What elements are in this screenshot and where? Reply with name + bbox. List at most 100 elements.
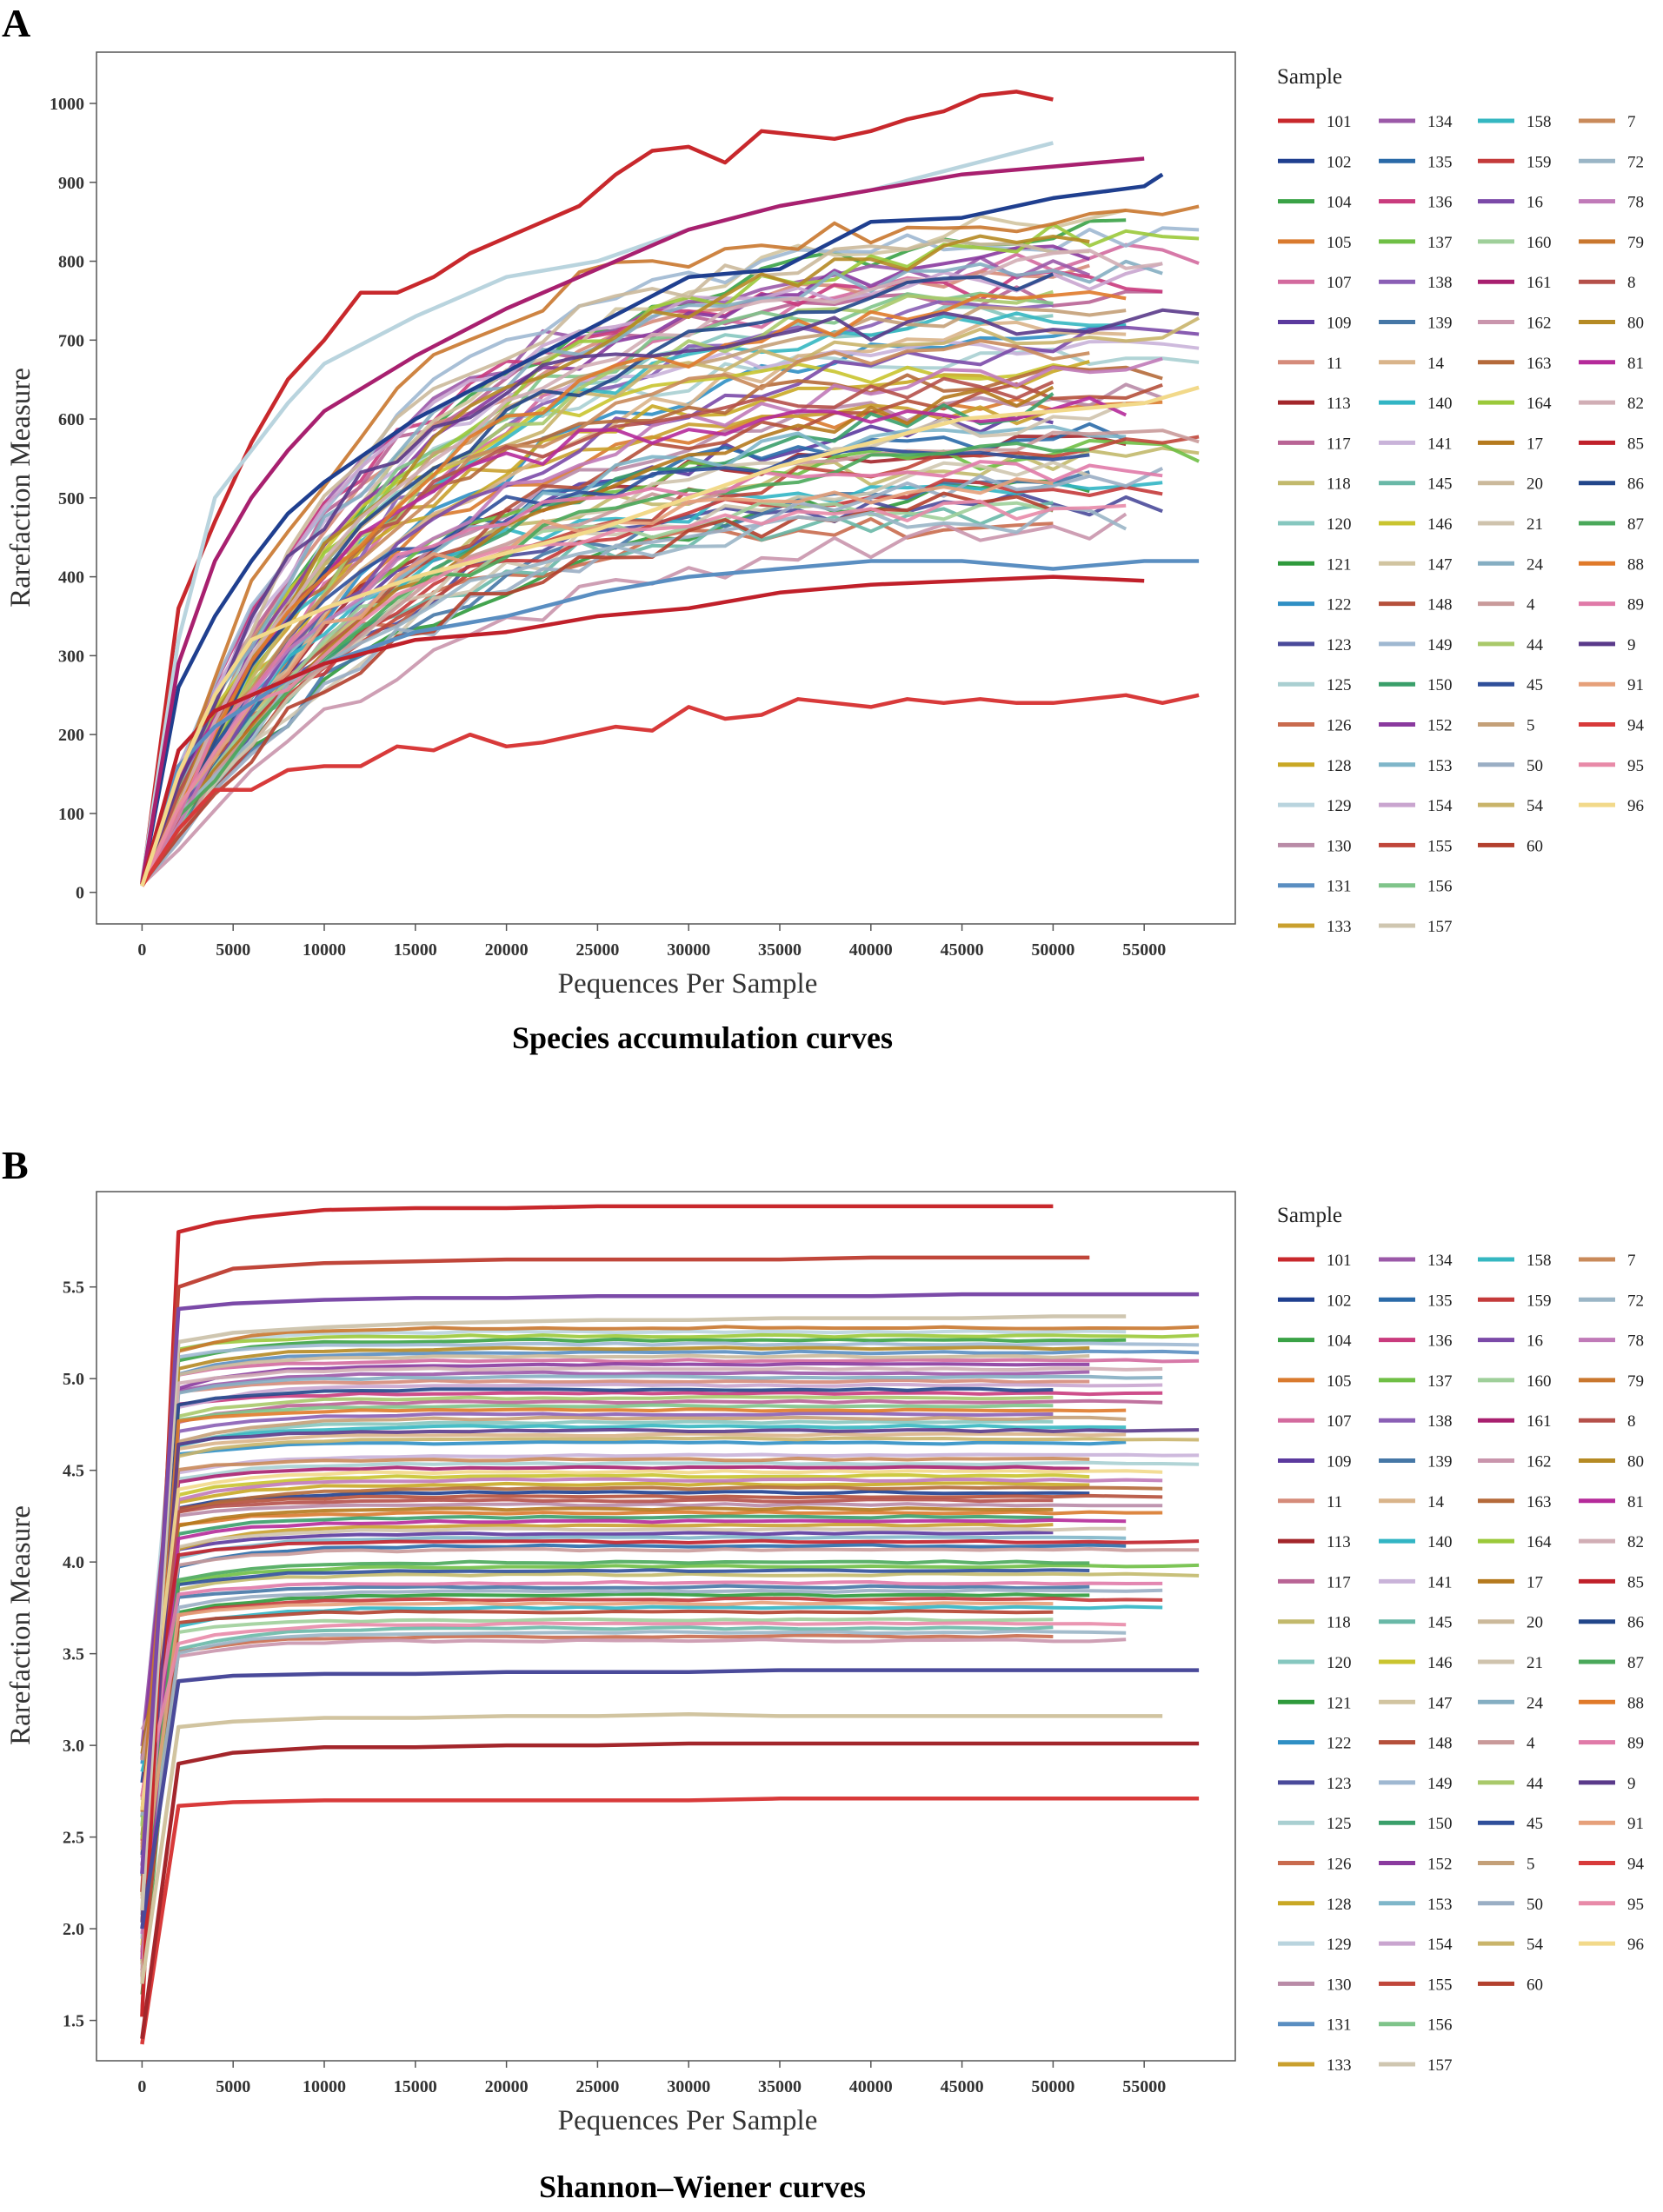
panel-b-series-line-130: [140, 1502, 1163, 1858]
panel-b-series-line-163: [140, 1485, 1163, 1811]
panel-b-legend-label-164: 164: [1527, 1533, 1552, 1551]
panel-b-series-line-153: [140, 1535, 1127, 1890]
panel-a-legend-label-7: 7: [1627, 113, 1636, 131]
panel-a-legend-label-153: 153: [1427, 757, 1453, 775]
panel-a-legend-label-91: 91: [1627, 676, 1644, 694]
panel-a-series-line-54: [140, 316, 1201, 886]
panel-b-legend-label-147: 147: [1427, 1694, 1453, 1712]
panel-b-legend-label-117: 117: [1327, 1573, 1351, 1591]
panel-a-legend-label-158: 158: [1527, 113, 1552, 131]
panel-b-legend-label-79: 79: [1627, 1372, 1644, 1391]
panel-a-legend-label-134: 134: [1427, 113, 1453, 131]
panel-b-legend-label-139: 139: [1427, 1453, 1453, 1471]
panel-b-series-line-121: [140, 1592, 1090, 1995]
panel-b-legend-label-14: 14: [1427, 1493, 1445, 1511]
panel-a-series-line-79: [140, 204, 1200, 886]
panel-b-legend-label-122: 122: [1327, 1735, 1352, 1753]
panel-b-legend-label-131: 131: [1327, 2016, 1352, 2035]
panel-a-legend-label-45: 45: [1527, 676, 1543, 694]
panel-b-legend-label-128: 128: [1327, 1896, 1352, 1914]
panel-b-series-line-123: [140, 1668, 1200, 1930]
panel-b-legend-label-45: 45: [1527, 1815, 1543, 1833]
panel-b-series-line-45: [140, 1568, 1090, 1856]
panel-a-legend-label-104: 104: [1327, 194, 1352, 212]
panel-a-legend: Sample 101 102 104 105 107 109 11 113 117 118 120 1…: [1277, 65, 1645, 936]
panel-b-series-line-88: [140, 1407, 1127, 1923]
panel-b-series-line-150: [140, 1514, 1054, 1818]
panel-a-series-line-164: [140, 223, 1200, 886]
panel-a-x-tick-label: 55000: [1122, 940, 1166, 960]
panel-b-legend-label-121: 121: [1327, 1694, 1352, 1712]
panel-b-series-line-79: [140, 1325, 1200, 1812]
panel-b-legend-label-101: 101: [1327, 1252, 1352, 1270]
panel-a-legend-label-160: 160: [1527, 234, 1552, 252]
panel-b-series-line-104: [140, 1337, 1127, 1962]
panel-a-legend-label-87: 87: [1627, 515, 1644, 534]
panel-a-legend-label-157: 157: [1427, 918, 1453, 936]
panel-a-series-line-102: [140, 172, 1164, 884]
panel-b-series-line-86: [140, 1386, 1054, 1923]
panel-a-legend-label-16: 16: [1527, 194, 1543, 212]
panel-a-legend-label-164: 164: [1527, 395, 1552, 413]
panel-a-x-tick-label: 0: [137, 940, 146, 960]
panel-b-y-tick-label: 2.5: [63, 1829, 84, 1848]
panel-a-legend-label-162: 162: [1527, 315, 1552, 333]
panel-a-legend-label-159: 159: [1527, 153, 1552, 171]
panel-b-series-line-118: [140, 1571, 1200, 1839]
panel-b-legend-label-129: 129: [1327, 1936, 1352, 1954]
panel-b-series-line-60: [140, 1609, 1054, 1977]
panel-a-legend-label-20: 20: [1527, 475, 1543, 494]
panel-b-legend-label-136: 136: [1427, 1332, 1453, 1351]
panel-b-legend-label-78: 78: [1627, 1332, 1644, 1351]
panel-a-legend-label-89: 89: [1627, 596, 1644, 614]
panel-a-legend-label-163: 163: [1527, 355, 1552, 373]
panel-a-x-tick-label: 20000: [485, 940, 529, 960]
panel-b-legend-label-162: 162: [1527, 1453, 1552, 1471]
panel-a-legend-label-94: 94: [1627, 717, 1645, 735]
panel-b-x-tick-label: 25000: [575, 2077, 619, 2096]
panel-a-legend-label-154: 154: [1427, 797, 1453, 815]
panel-a-series-line-162: [141, 512, 1128, 887]
panel-a-legend-label-148: 148: [1427, 596, 1453, 614]
panel-b-y-tick-label: 5.5: [63, 1279, 84, 1298]
panel-a-legend-label-135: 135: [1427, 153, 1453, 171]
panel-b-legend-label-104: 104: [1327, 1332, 1352, 1351]
panel-b-legend-label-141: 141: [1427, 1573, 1453, 1591]
panel-b-legend-label-149: 149: [1427, 1775, 1453, 1793]
panel-b-legend-label-96: 96: [1627, 1936, 1644, 1954]
panel-b-x-tick-label: 45000: [941, 2077, 984, 2096]
panel-a-series-line-131: [140, 559, 1200, 887]
panel-b-legend-label-153: 153: [1427, 1896, 1453, 1914]
panel-a-series-line-9: [140, 308, 1200, 886]
panel-b-legend-label-109: 109: [1327, 1453, 1352, 1471]
panel-b-legend-label-5: 5: [1527, 1856, 1535, 1874]
panel-a-legend-label-78: 78: [1627, 194, 1644, 212]
panel-a-y-tick-label: 200: [58, 726, 84, 745]
panel-b-series-line-94: [140, 1797, 1200, 2045]
panel-b-series-line-78: [140, 1477, 1163, 1935]
panel-b-legend-label-82: 82: [1627, 1533, 1644, 1551]
panel-b-y-tick-label: 2.0: [63, 1920, 84, 1939]
panel-b-legend-label-155: 155: [1427, 1976, 1453, 1994]
panel-b-legend-label-87: 87: [1627, 1654, 1644, 1672]
panel-b-series-line-164: [140, 1332, 1200, 1840]
panel-a-legend-label-128: 128: [1327, 757, 1352, 775]
panel-b-legend-label-60: 60: [1527, 1976, 1543, 1994]
panel-a-legend-label-121: 121: [1327, 555, 1352, 574]
panel-a-legend-title: Sample: [1277, 65, 1342, 89]
panel-b-series-line-126: [140, 1633, 1054, 1955]
panel-b-series-line-102: [140, 1489, 1090, 1784]
panel-b-series-line-154: [140, 1382, 1163, 1970]
panel-b-legend-label-20: 20: [1527, 1614, 1543, 1632]
panel-b-series-line-5: [140, 1415, 1127, 1964]
panel-a-series-line-158: [140, 311, 1127, 886]
panel-b-x-tick-label: 5000: [216, 2077, 250, 2096]
panel-b-y-tick-label: 3.5: [63, 1645, 84, 1664]
panel-a-legend-label-118: 118: [1327, 475, 1351, 494]
panel-b-y-axis-title: Rarefaction Measure: [5, 1505, 37, 1745]
panel-a-legend-label-8: 8: [1627, 274, 1636, 292]
panel-a-legend-label-24: 24: [1527, 555, 1544, 574]
panel-b-legend-label-9: 9: [1627, 1775, 1636, 1793]
panel-a-x-tick-label: 15000: [394, 940, 437, 960]
panel-a-legend-label-72: 72: [1627, 153, 1644, 171]
